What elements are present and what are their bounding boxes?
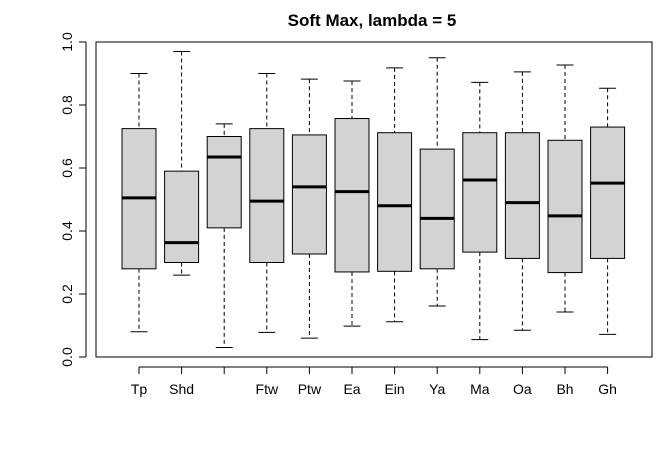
boxplot-item: [334, 80, 370, 327]
x-tick-label: Ptw: [298, 381, 322, 397]
iqr-box: [590, 126, 626, 259]
boxplot-item: [504, 71, 540, 331]
x-tick-label: Tp: [131, 381, 148, 397]
boxplot-item: [206, 123, 242, 349]
y-tick-label: 0.8: [59, 95, 75, 115]
boxplot-item: [249, 73, 285, 333]
x-tick-label: Bh: [556, 381, 573, 397]
boxplot-item: [291, 78, 327, 339]
iqr-box: [206, 136, 242, 229]
y-tick-label: 0.2: [59, 284, 75, 304]
boxplot-item: [462, 81, 498, 341]
x-tick-label: Ma: [470, 381, 490, 397]
iqr-box: [504, 132, 540, 259]
iqr-box: [419, 148, 455, 270]
iqr-box: [334, 118, 370, 273]
boxes-group: [121, 50, 626, 349]
x-tick-label: Ftw: [256, 381, 279, 397]
y-tick-label: 0.4: [59, 221, 75, 241]
x-axis: Tp Shd Ftw Ptw Ea Ein Ya Ma Oa Bh Gh: [131, 366, 617, 397]
y-tick-label: 0.0: [59, 347, 75, 367]
boxplot-item: [590, 87, 626, 335]
x-tick-label: Shd: [169, 381, 194, 397]
y-tick-label: 1.0: [59, 32, 75, 52]
x-tick-label: Ya: [429, 381, 445, 397]
boxplot-item: [547, 64, 583, 313]
plot-frame: [95, 41, 653, 358]
iqr-box: [164, 170, 200, 263]
y-axis: 0.0 0.2 0.4 0.6 0.8 1.0: [59, 32, 87, 367]
iqr-box: [547, 139, 583, 274]
x-tick-label: Oa: [513, 381, 532, 397]
boxplot-item: [121, 73, 157, 333]
iqr-box: [291, 134, 327, 255]
x-tick-label: Ein: [384, 381, 404, 397]
x-tick-label: Gh: [598, 381, 617, 397]
boxplot-item: [164, 50, 200, 276]
y-tick-label: 0.6: [59, 158, 75, 178]
chart-title: Soft Max, lambda = 5: [288, 11, 457, 30]
iqr-box: [462, 132, 498, 253]
boxplot-item: [377, 67, 413, 323]
iqr-box: [249, 128, 285, 263]
x-tick-label: Ea: [343, 381, 360, 397]
iqr-box: [377, 132, 413, 272]
boxplot-item: [419, 57, 455, 307]
